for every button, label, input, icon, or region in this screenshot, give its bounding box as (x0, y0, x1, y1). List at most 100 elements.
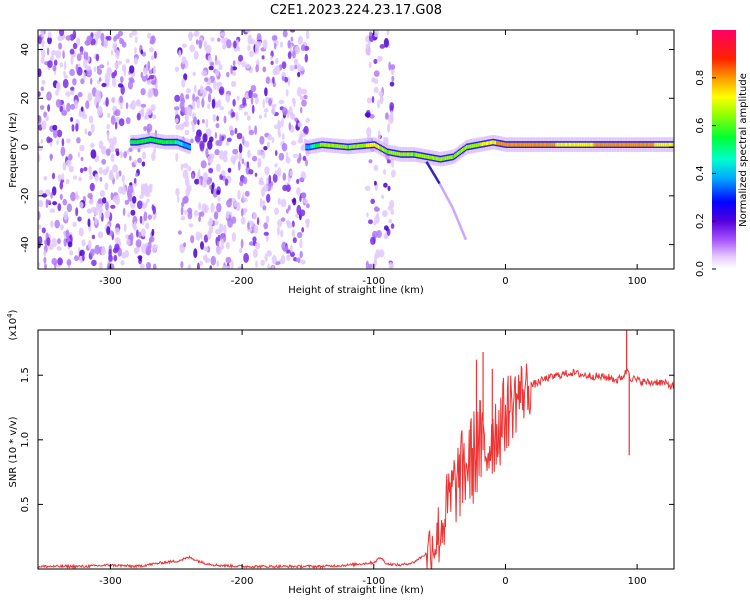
ridge-core (143, 139, 145, 143)
ridge-core (480, 142, 482, 147)
noise-speck (181, 78, 186, 88)
noise-speck (264, 166, 270, 176)
noise-speck (205, 85, 211, 92)
noise-speck (214, 149, 220, 156)
noise-speck (275, 57, 279, 65)
noise-speck (45, 199, 51, 204)
noise-speck (56, 246, 62, 251)
noise-speck (300, 65, 305, 72)
ridge-core (147, 138, 149, 143)
ridge-core (472, 143, 475, 148)
noise-speck (256, 217, 260, 226)
noise-speck (142, 151, 146, 160)
noise-speck (110, 49, 114, 56)
noise-speck (78, 176, 82, 182)
noise-speck (208, 217, 214, 227)
noise-speck (258, 180, 265, 186)
ridge-core (413, 152, 415, 157)
noise-speck (84, 128, 88, 135)
noise-speck (281, 133, 285, 141)
ridge-core (485, 141, 488, 146)
ridge-core (588, 142, 590, 147)
noise-speck (271, 136, 275, 144)
noise-speck (112, 164, 119, 173)
noise-speck (38, 115, 42, 124)
noise-speck (57, 203, 62, 212)
noise-speck (366, 212, 369, 218)
noise-speck (271, 35, 278, 41)
noise-speck (222, 43, 227, 50)
ridge-core (177, 140, 180, 145)
ridge-core (463, 147, 465, 151)
noise-speck (105, 97, 109, 107)
noise-speck (252, 155, 258, 162)
colorbar-label: Normalized spectral amplitude (738, 73, 749, 227)
noise-speck (43, 176, 48, 181)
ridge-core (311, 144, 314, 149)
noise-speck (188, 107, 193, 117)
noise-speck (139, 194, 144, 199)
noise-speck (68, 165, 74, 173)
spectrogram-y-ticks: -40 -20 0 20 40 (20, 43, 674, 253)
noise-speck (300, 44, 306, 52)
noise-speck (66, 138, 71, 144)
noise-speck (228, 197, 232, 203)
ridge-core (347, 145, 349, 149)
ridge-core (385, 149, 388, 154)
noise-speck (77, 216, 82, 222)
noise-speck (146, 198, 150, 203)
noise-speck (50, 220, 54, 228)
noise-speck (217, 234, 221, 242)
noise-speck (63, 71, 66, 76)
noise-speck (138, 256, 142, 262)
ridge-core (546, 142, 548, 147)
ridge-core (426, 154, 428, 159)
y-tick-label: 1.0 (20, 432, 31, 448)
noise-speck (184, 177, 190, 187)
noise-speck (188, 223, 194, 228)
noise-speck (233, 40, 237, 49)
ridge-core (585, 142, 588, 147)
noise-speck (127, 184, 134, 194)
noise-speck (301, 144, 307, 150)
noise-speck (125, 102, 129, 110)
noise-speck (121, 41, 127, 48)
noise-speck (134, 36, 138, 43)
noise-speck (79, 167, 84, 174)
ridge-core (352, 144, 355, 149)
noise-speck (297, 35, 303, 45)
noise-speck (59, 181, 64, 190)
noise-speck (294, 45, 300, 55)
noise-speck (286, 254, 291, 261)
noise-speck (299, 209, 306, 217)
ridge-core (398, 152, 401, 157)
noise-speck (47, 36, 52, 45)
noise-speck (72, 78, 77, 86)
noise-speck (225, 256, 232, 264)
noise-speck (238, 143, 243, 154)
noise-speck (265, 76, 271, 84)
ridge-core (146, 138, 148, 143)
snr-panel: -300 -200 -100 0 100 0.5 1.0 1.5 Height of str… (6, 309, 675, 596)
ridge-core (159, 139, 161, 144)
noise-speck (257, 157, 262, 167)
ridge-core (468, 144, 471, 149)
noise-speck (174, 94, 181, 102)
y-tick-label: 0.5 (20, 496, 31, 512)
snr-y-axis-label: SNR (10 * v/v) (8, 416, 19, 487)
noise-speck (274, 42, 277, 50)
noise-speck (69, 48, 75, 55)
noise-speck (285, 108, 288, 115)
ridge-core (326, 143, 328, 148)
ridge-core (618, 142, 621, 147)
noise-speck (56, 140, 59, 145)
ridge-core (629, 142, 631, 147)
ridge-core (534, 142, 536, 147)
ridge-core (422, 154, 425, 158)
noise-speck (151, 152, 156, 162)
noise-speck (376, 230, 382, 238)
noise-speck (180, 261, 184, 269)
noise-speck (299, 131, 303, 140)
ridge-core (649, 142, 651, 147)
